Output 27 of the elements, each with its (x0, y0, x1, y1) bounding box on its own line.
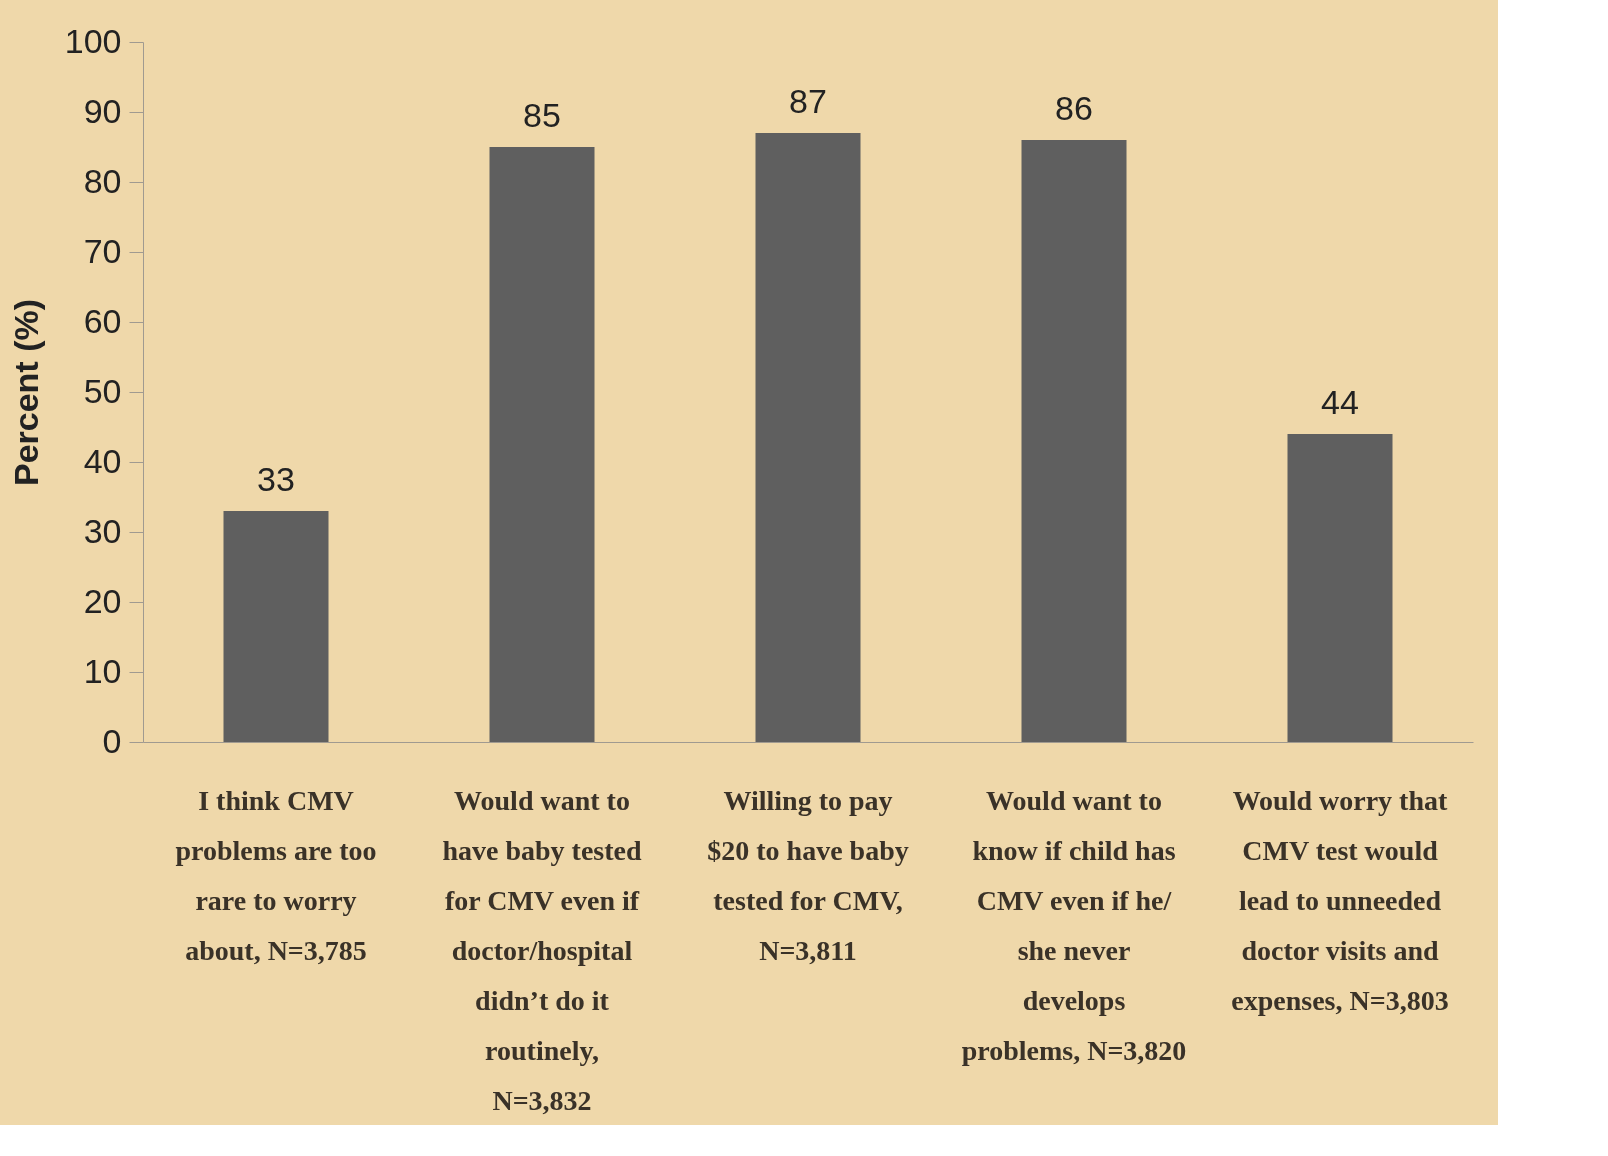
x-tick-label: Willing to pay $20 to have baby tested for CMV, N=3,811 (707, 784, 909, 966)
data-label: 87 (789, 82, 827, 120)
y-tick-label: 30 (83, 511, 122, 550)
y-tick-label: 50 (83, 371, 122, 410)
x-tick-label: Would want to know if child has CMV even if he/ she never develops problems, N=3,820 (961, 784, 1187, 1066)
x-tick-label: Would worry that CMV test would lead to unneeded doctor visits and expenses, N=3,803 (1231, 784, 1449, 1016)
y-tick-label: 90 (83, 91, 122, 130)
y-axis-title: Percent (%) (6, 298, 45, 487)
y-tick-label: 70 (83, 231, 122, 270)
data-label: 33 (257, 460, 295, 498)
data-label: 85 (523, 96, 561, 134)
y-tick-label: 100 (64, 21, 122, 60)
data-label: 86 (1055, 89, 1093, 127)
y-tick-label: 80 (83, 161, 122, 200)
x-tick-label: Would want to have baby tested for CMV even if doctor/hospital didn’t do it routinely, N=3,832 (442, 784, 642, 1116)
bar (489, 147, 595, 742)
bar (1287, 434, 1393, 742)
y-tick-label: 0 (102, 721, 122, 760)
y-tick-label: 10 (83, 651, 122, 690)
data-label: 44 (1321, 383, 1359, 421)
bar (1021, 140, 1127, 742)
y-tick-label: 40 (83, 441, 122, 480)
bar (223, 511, 329, 742)
y-tick-label: 60 (83, 301, 122, 340)
y-tick-label: 20 (83, 581, 122, 620)
bar (755, 133, 861, 742)
x-tick-label: I think CMV problems are too rare to worry about, N=3,785 (175, 784, 377, 966)
